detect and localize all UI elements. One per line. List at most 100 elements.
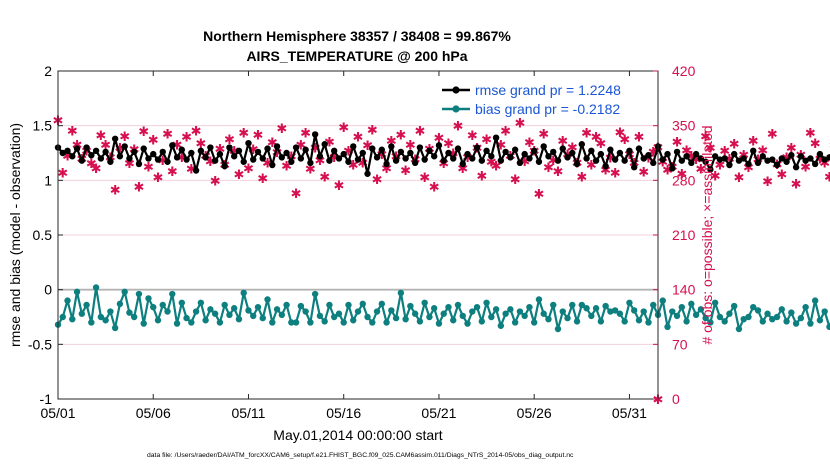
rmse-point-130 (673, 148, 681, 156)
obs-marker-132: ✱ (681, 144, 692, 159)
rmse-point-89 (478, 157, 486, 164)
obs-marker-98: ✱ (519, 155, 530, 170)
bias-point-74 (407, 302, 414, 310)
bias-point-47 (278, 311, 286, 319)
obs-marker-1: ✱ (57, 167, 68, 182)
obs-marker-122: ✱ (633, 131, 644, 146)
bias-point-13 (116, 300, 124, 308)
bias-point-6 (83, 301, 90, 309)
rmse-point-70 (388, 143, 395, 150)
rmse-point-21 (154, 156, 162, 163)
obs-marker-142: ✱ (729, 138, 740, 153)
rmse-point-13 (116, 153, 124, 160)
obs-marker-17: ✱ (133, 181, 144, 196)
bias-point-27 (183, 314, 190, 322)
rmse-point-24 (169, 142, 176, 149)
bias-point-51 (297, 302, 305, 310)
obs-marker-41: ✱ (248, 143, 259, 158)
rmse-point-18 (140, 145, 147, 152)
bias-point-110 (578, 301, 586, 309)
bias-point-78 (426, 313, 433, 321)
rmse-point-63 (354, 156, 362, 163)
rmse-point-133 (688, 159, 695, 167)
rmse-point-32 (207, 144, 214, 151)
rmse-point-127 (659, 156, 666, 163)
bias-point-79 (430, 305, 438, 312)
bias-point-92 (492, 306, 500, 313)
bias-point-44 (264, 296, 271, 303)
bias-point-36 (226, 311, 233, 319)
y-left-tick-label-4: 1 (44, 172, 52, 188)
bias-point-90 (483, 299, 490, 306)
rmse-point-23 (164, 158, 171, 165)
rmse-point-106 (559, 145, 566, 152)
bias-point-94 (502, 310, 509, 317)
y-left-tick-labels: -1 -0.5 0 0.5 1 1.5 2 (28, 63, 52, 407)
rmse-point-156 (797, 153, 805, 160)
rmse-point-108 (569, 149, 576, 157)
obs-marker-30: ✱ (195, 137, 206, 152)
bias-point-67 (373, 308, 381, 315)
obs-marker-72: ✱ (395, 128, 406, 143)
rmse-point-82 (445, 149, 452, 157)
rmse-point-161 (821, 156, 828, 163)
rmse-point-67 (373, 154, 381, 161)
obs-marker-140: ✱ (719, 145, 730, 160)
rmse-point-105 (554, 157, 562, 164)
obs-marker-73: ✱ (400, 164, 411, 179)
bias-point-139 (716, 313, 724, 321)
bias-point-72 (397, 289, 405, 297)
y-right-tick-label-6: 420 (672, 63, 696, 79)
bias-point-129 (669, 308, 676, 315)
rmse-point-78 (426, 147, 433, 155)
rmse-point-36 (226, 144, 233, 151)
obs-marker-113: ✱ (591, 131, 602, 146)
rmse-point-22 (159, 148, 166, 156)
bias-point-95 (507, 306, 514, 313)
bias-point-30 (197, 299, 205, 306)
obs-marker-108: ✱ (567, 141, 578, 156)
rmse-point-116 (607, 146, 614, 153)
obs-marker-106: ✱ (557, 135, 568, 150)
rmse-point-99 (526, 155, 533, 162)
bias-point-157 (802, 303, 809, 311)
obs-marker-65: ✱ (362, 139, 373, 154)
rmse-point-58 (330, 147, 338, 155)
bias-point-86 (464, 320, 471, 327)
bias-point-15 (126, 309, 133, 316)
y-right-tick-label-3: 210 (672, 227, 696, 243)
bias-point-73 (402, 315, 409, 323)
rmse-point-81 (440, 157, 447, 164)
rmse-point-124 (645, 151, 652, 159)
obs-marker-21: ✱ (153, 171, 164, 186)
rmse-point-132 (683, 153, 690, 160)
bias-point-8 (92, 284, 100, 291)
x-tick-label-3: 05/16 (326, 405, 361, 421)
x-tick-label-4: 05/21 (421, 405, 456, 421)
bias-point-127 (659, 297, 666, 304)
bias-point-61 (345, 301, 352, 309)
rmse-point-26 (178, 146, 186, 153)
bias-point-136 (702, 314, 709, 322)
bias-point-149 (764, 310, 771, 317)
obs-marker-146: ✱ (748, 135, 759, 150)
bias-point-135 (697, 306, 705, 313)
obs-marker-68: ✱ (376, 148, 387, 163)
rmse-point-95 (507, 154, 514, 161)
bias-point-18 (140, 320, 147, 327)
obs-marker-56: ✱ (319, 170, 330, 185)
rmse-point-15 (126, 155, 133, 162)
rmse-point-84 (454, 145, 462, 152)
bias-point-38 (235, 315, 243, 323)
rmse-point-75 (411, 159, 419, 167)
obs-marker-111: ✱ (581, 127, 592, 142)
y-right-tick-label-5: 350 (672, 118, 696, 134)
rmse-point-19 (145, 155, 152, 162)
obs-marker-20: ✱ (148, 134, 159, 149)
chart-title-line2: AIRS_TEMPERATURE @ 200 hPa (246, 48, 467, 64)
obs-marker-63: ✱ (353, 131, 364, 146)
rmse-point-60 (340, 150, 347, 158)
obs-marker-89: ✱ (476, 170, 487, 185)
rmse-point-152 (778, 155, 786, 162)
bias-point-34 (216, 319, 224, 326)
